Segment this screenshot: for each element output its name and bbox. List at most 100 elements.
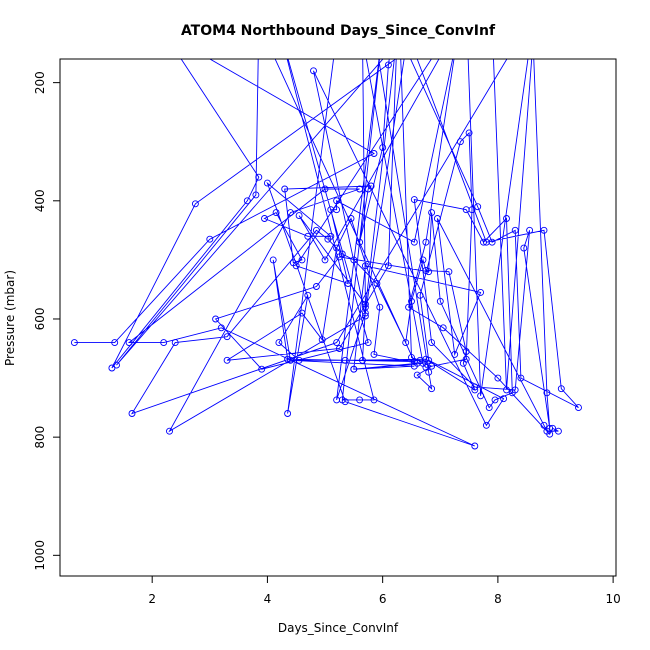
x-axis-label: Days_Since_ConvInf xyxy=(278,621,399,635)
data-point xyxy=(485,404,493,412)
data-point xyxy=(422,355,430,363)
data-point xyxy=(312,226,320,234)
data-point xyxy=(341,356,349,364)
data-point xyxy=(408,297,415,305)
data-point xyxy=(468,206,476,214)
data-point xyxy=(494,374,502,382)
data-point xyxy=(223,356,231,364)
data-point xyxy=(488,238,496,246)
data-point xyxy=(436,297,444,305)
chart-title: ATOM4 Northbound Days_Since_ConvInf xyxy=(181,23,496,39)
data-point xyxy=(540,226,548,234)
data-point xyxy=(223,333,231,341)
data-point xyxy=(428,385,436,393)
y-tick-label: 1000 xyxy=(33,540,47,571)
data-point xyxy=(333,244,341,252)
data-point xyxy=(312,283,320,290)
data-point xyxy=(287,356,294,364)
y-axis: 200 400 600 800 1000 xyxy=(33,71,61,571)
data-point xyxy=(416,291,424,299)
data-point xyxy=(212,315,220,323)
data-point xyxy=(471,386,479,394)
data-point xyxy=(428,339,436,347)
data-point xyxy=(70,339,78,347)
data-point xyxy=(333,206,341,214)
data-point xyxy=(477,288,485,296)
data-point xyxy=(425,368,433,376)
data-point xyxy=(361,300,369,308)
data-point xyxy=(543,427,551,435)
data-point xyxy=(281,185,289,193)
data-point xyxy=(410,238,418,246)
data-point xyxy=(384,262,392,270)
data-point xyxy=(370,396,378,404)
y-tick-label: 800 xyxy=(33,426,47,449)
data-point xyxy=(255,173,263,181)
y-axis-label: Pressure (mbar) xyxy=(3,270,17,366)
data-point xyxy=(480,238,487,246)
data-point xyxy=(128,410,136,417)
data-point xyxy=(243,197,251,205)
y-tick-label: 600 xyxy=(33,308,47,331)
data-point xyxy=(344,280,352,287)
data-point xyxy=(364,339,372,347)
data-point xyxy=(304,291,312,299)
data-point xyxy=(289,259,297,267)
data-point xyxy=(364,185,372,193)
data-point xyxy=(321,256,329,264)
data-point xyxy=(295,212,303,220)
data-point xyxy=(402,339,410,347)
data-point xyxy=(298,309,306,317)
data-point xyxy=(462,348,470,355)
data-point xyxy=(361,312,369,320)
data-point xyxy=(338,250,346,258)
data-point xyxy=(350,256,358,264)
data-point xyxy=(445,268,453,276)
data-point xyxy=(191,200,199,208)
data-point xyxy=(361,303,369,311)
data-point xyxy=(324,235,332,243)
data-point xyxy=(171,339,179,347)
data-point xyxy=(422,267,430,274)
data-point xyxy=(413,371,421,379)
x-tick-label: 4 xyxy=(264,592,272,606)
data-point xyxy=(261,215,268,222)
data-point xyxy=(295,356,303,364)
data-point xyxy=(477,392,485,400)
data-point xyxy=(557,385,565,393)
data-point xyxy=(111,339,119,347)
y-tick-label: 200 xyxy=(33,71,47,94)
data-point xyxy=(419,256,427,264)
data-point xyxy=(356,185,364,193)
data-point xyxy=(428,362,436,370)
data-point xyxy=(347,215,355,222)
data-point xyxy=(370,350,378,358)
data-point xyxy=(318,336,326,344)
data-point xyxy=(258,365,266,373)
data-point xyxy=(465,129,473,137)
data-point xyxy=(511,226,519,234)
data-point xyxy=(284,410,292,417)
x-tick-label: 2 xyxy=(148,592,156,606)
data-point xyxy=(263,179,271,187)
data-point xyxy=(554,427,562,435)
data-point xyxy=(540,421,548,429)
data-point xyxy=(356,238,364,246)
data-point xyxy=(503,215,510,222)
data-point xyxy=(428,209,436,217)
data-point xyxy=(384,61,392,69)
data-point xyxy=(310,67,317,75)
data-point xyxy=(275,339,283,347)
plot-area xyxy=(70,59,582,450)
data-point xyxy=(405,303,413,311)
data-point xyxy=(335,345,343,352)
data-point xyxy=(471,442,479,450)
data-point xyxy=(379,144,387,152)
x-tick-label: 10 xyxy=(605,592,620,606)
series-points xyxy=(70,61,582,450)
data-point xyxy=(526,226,534,234)
data-point xyxy=(459,359,467,367)
data-point xyxy=(439,324,447,332)
data-point xyxy=(511,386,519,394)
